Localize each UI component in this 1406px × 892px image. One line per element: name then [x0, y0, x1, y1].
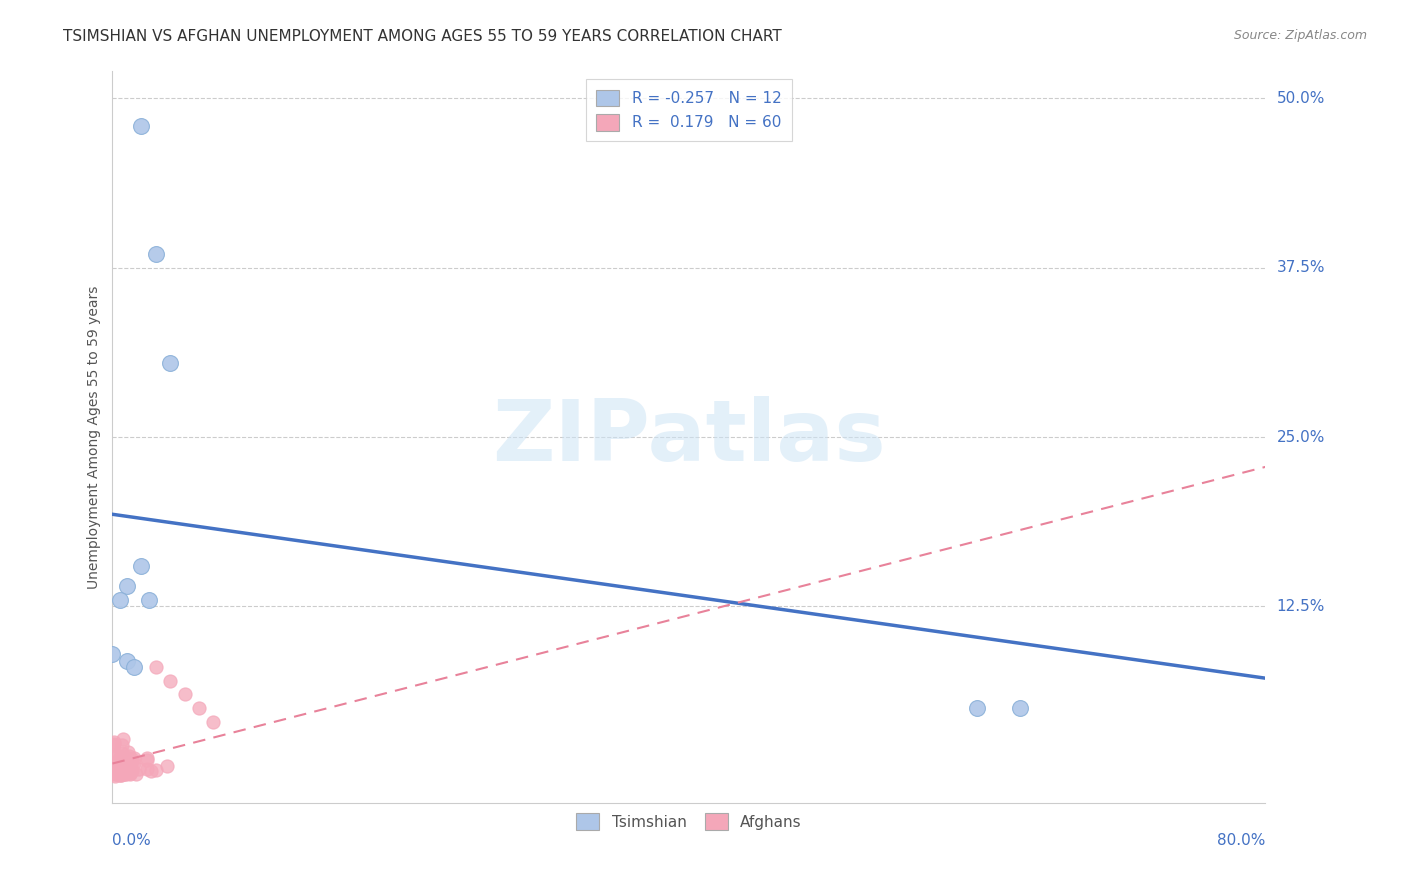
- Point: [145, 660, 167, 674]
- Point: [108, 750, 131, 764]
- Point: [101, 764, 124, 779]
- Point: [110, 768, 132, 782]
- Point: [108, 592, 131, 607]
- Point: [108, 763, 131, 777]
- Point: [117, 745, 139, 759]
- Point: [103, 761, 125, 775]
- Point: [105, 754, 128, 768]
- Point: [188, 701, 211, 715]
- Point: [111, 746, 134, 760]
- Point: [110, 756, 132, 771]
- Text: 80.0%: 80.0%: [1218, 833, 1265, 848]
- Point: [103, 767, 125, 781]
- Point: [110, 759, 132, 773]
- Point: [121, 752, 143, 766]
- Point: [121, 763, 143, 777]
- Point: [135, 753, 157, 767]
- Point: [136, 751, 159, 765]
- Text: ZIPatlas: ZIPatlas: [492, 395, 886, 479]
- Point: [103, 762, 125, 776]
- Point: [101, 738, 124, 752]
- Text: 37.5%: 37.5%: [1277, 260, 1324, 276]
- Point: [114, 766, 136, 780]
- Text: 12.5%: 12.5%: [1277, 599, 1324, 614]
- Point: [966, 701, 988, 715]
- Point: [103, 737, 125, 751]
- Point: [115, 579, 138, 593]
- Point: [112, 765, 135, 780]
- Point: [120, 764, 142, 779]
- Point: [101, 647, 124, 661]
- Point: [159, 355, 181, 369]
- Text: Source: ZipAtlas.com: Source: ZipAtlas.com: [1233, 29, 1367, 42]
- Text: 25.0%: 25.0%: [1277, 430, 1324, 444]
- Point: [108, 765, 131, 780]
- Point: [124, 756, 146, 771]
- Point: [138, 592, 160, 607]
- Point: [105, 762, 128, 776]
- Point: [122, 660, 145, 674]
- Point: [120, 765, 142, 780]
- Point: [1010, 701, 1032, 715]
- Point: [122, 751, 145, 765]
- Point: [114, 767, 136, 781]
- Point: [112, 753, 135, 767]
- Point: [129, 119, 153, 133]
- Point: [139, 764, 162, 779]
- Point: [125, 767, 148, 781]
- Point: [104, 751, 127, 765]
- Text: 50.0%: 50.0%: [1277, 91, 1324, 106]
- Point: [202, 714, 225, 729]
- Point: [111, 762, 134, 776]
- Text: 0.0%: 0.0%: [112, 833, 152, 848]
- Point: [120, 755, 142, 769]
- Point: [118, 748, 141, 763]
- Point: [156, 759, 179, 773]
- Point: [173, 688, 195, 702]
- Point: [107, 755, 129, 769]
- Point: [105, 757, 128, 772]
- Point: [159, 673, 181, 688]
- Point: [110, 764, 132, 779]
- Point: [145, 763, 167, 777]
- Point: [107, 764, 129, 778]
- Point: [112, 757, 135, 772]
- Point: [105, 748, 128, 763]
- Point: [111, 732, 134, 747]
- Point: [112, 762, 135, 776]
- Point: [129, 558, 153, 573]
- Point: [118, 767, 141, 781]
- Point: [136, 762, 159, 776]
- Point: [111, 739, 134, 753]
- Y-axis label: Unemployment Among Ages 55 to 59 years: Unemployment Among Ages 55 to 59 years: [87, 285, 101, 589]
- Point: [128, 762, 150, 776]
- Point: [104, 767, 127, 781]
- Text: TSIMSHIAN VS AFGHAN UNEMPLOYMENT AMONG AGES 55 TO 59 YEARS CORRELATION CHART: TSIMSHIAN VS AFGHAN UNEMPLOYMENT AMONG A…: [63, 29, 782, 44]
- Point: [117, 750, 139, 764]
- Point: [103, 735, 125, 749]
- Point: [110, 768, 132, 782]
- Point: [104, 769, 127, 783]
- Point: [145, 247, 167, 261]
- Point: [108, 768, 131, 782]
- Point: [108, 764, 131, 779]
- Point: [115, 654, 138, 668]
- Legend: Tsimshian, Afghans: Tsimshian, Afghans: [567, 804, 811, 839]
